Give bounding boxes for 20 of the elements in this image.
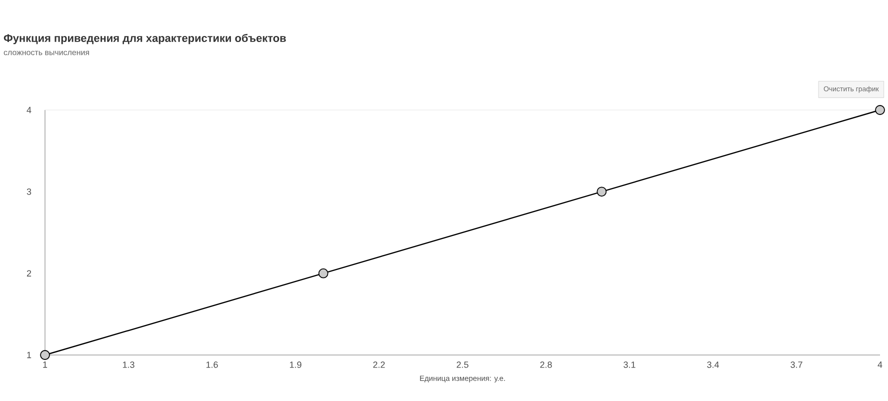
y-tick-label: 2: [26, 270, 32, 276]
x-tick-label: 1: [43, 362, 48, 368]
x-tick-label: 2.5: [456, 362, 468, 368]
x-tick-label: 3.7: [790, 362, 802, 368]
x-tick-label: 3.1: [624, 362, 636, 368]
y-tick-label: 4: [26, 106, 32, 114]
x-tick-label: 2.8: [540, 362, 552, 368]
x-tick-label: 3.4: [707, 362, 719, 368]
y-tick-label: 1: [27, 352, 32, 358]
x-tick-label: 2.2: [373, 362, 385, 368]
x-tick-label: 1.3: [122, 362, 134, 368]
point: [40, 350, 50, 360]
point: [875, 105, 885, 115]
x-tick-label: 4: [878, 362, 882, 368]
point: [318, 268, 328, 278]
point: [596, 186, 607, 197]
x-tick-label: 1.6: [206, 362, 218, 368]
y-tick-label: 3: [26, 188, 32, 195]
x-tick-label: 1.9: [290, 362, 302, 368]
chart-title: Функция приведения для характеристики объектов: [4, 34, 286, 44]
